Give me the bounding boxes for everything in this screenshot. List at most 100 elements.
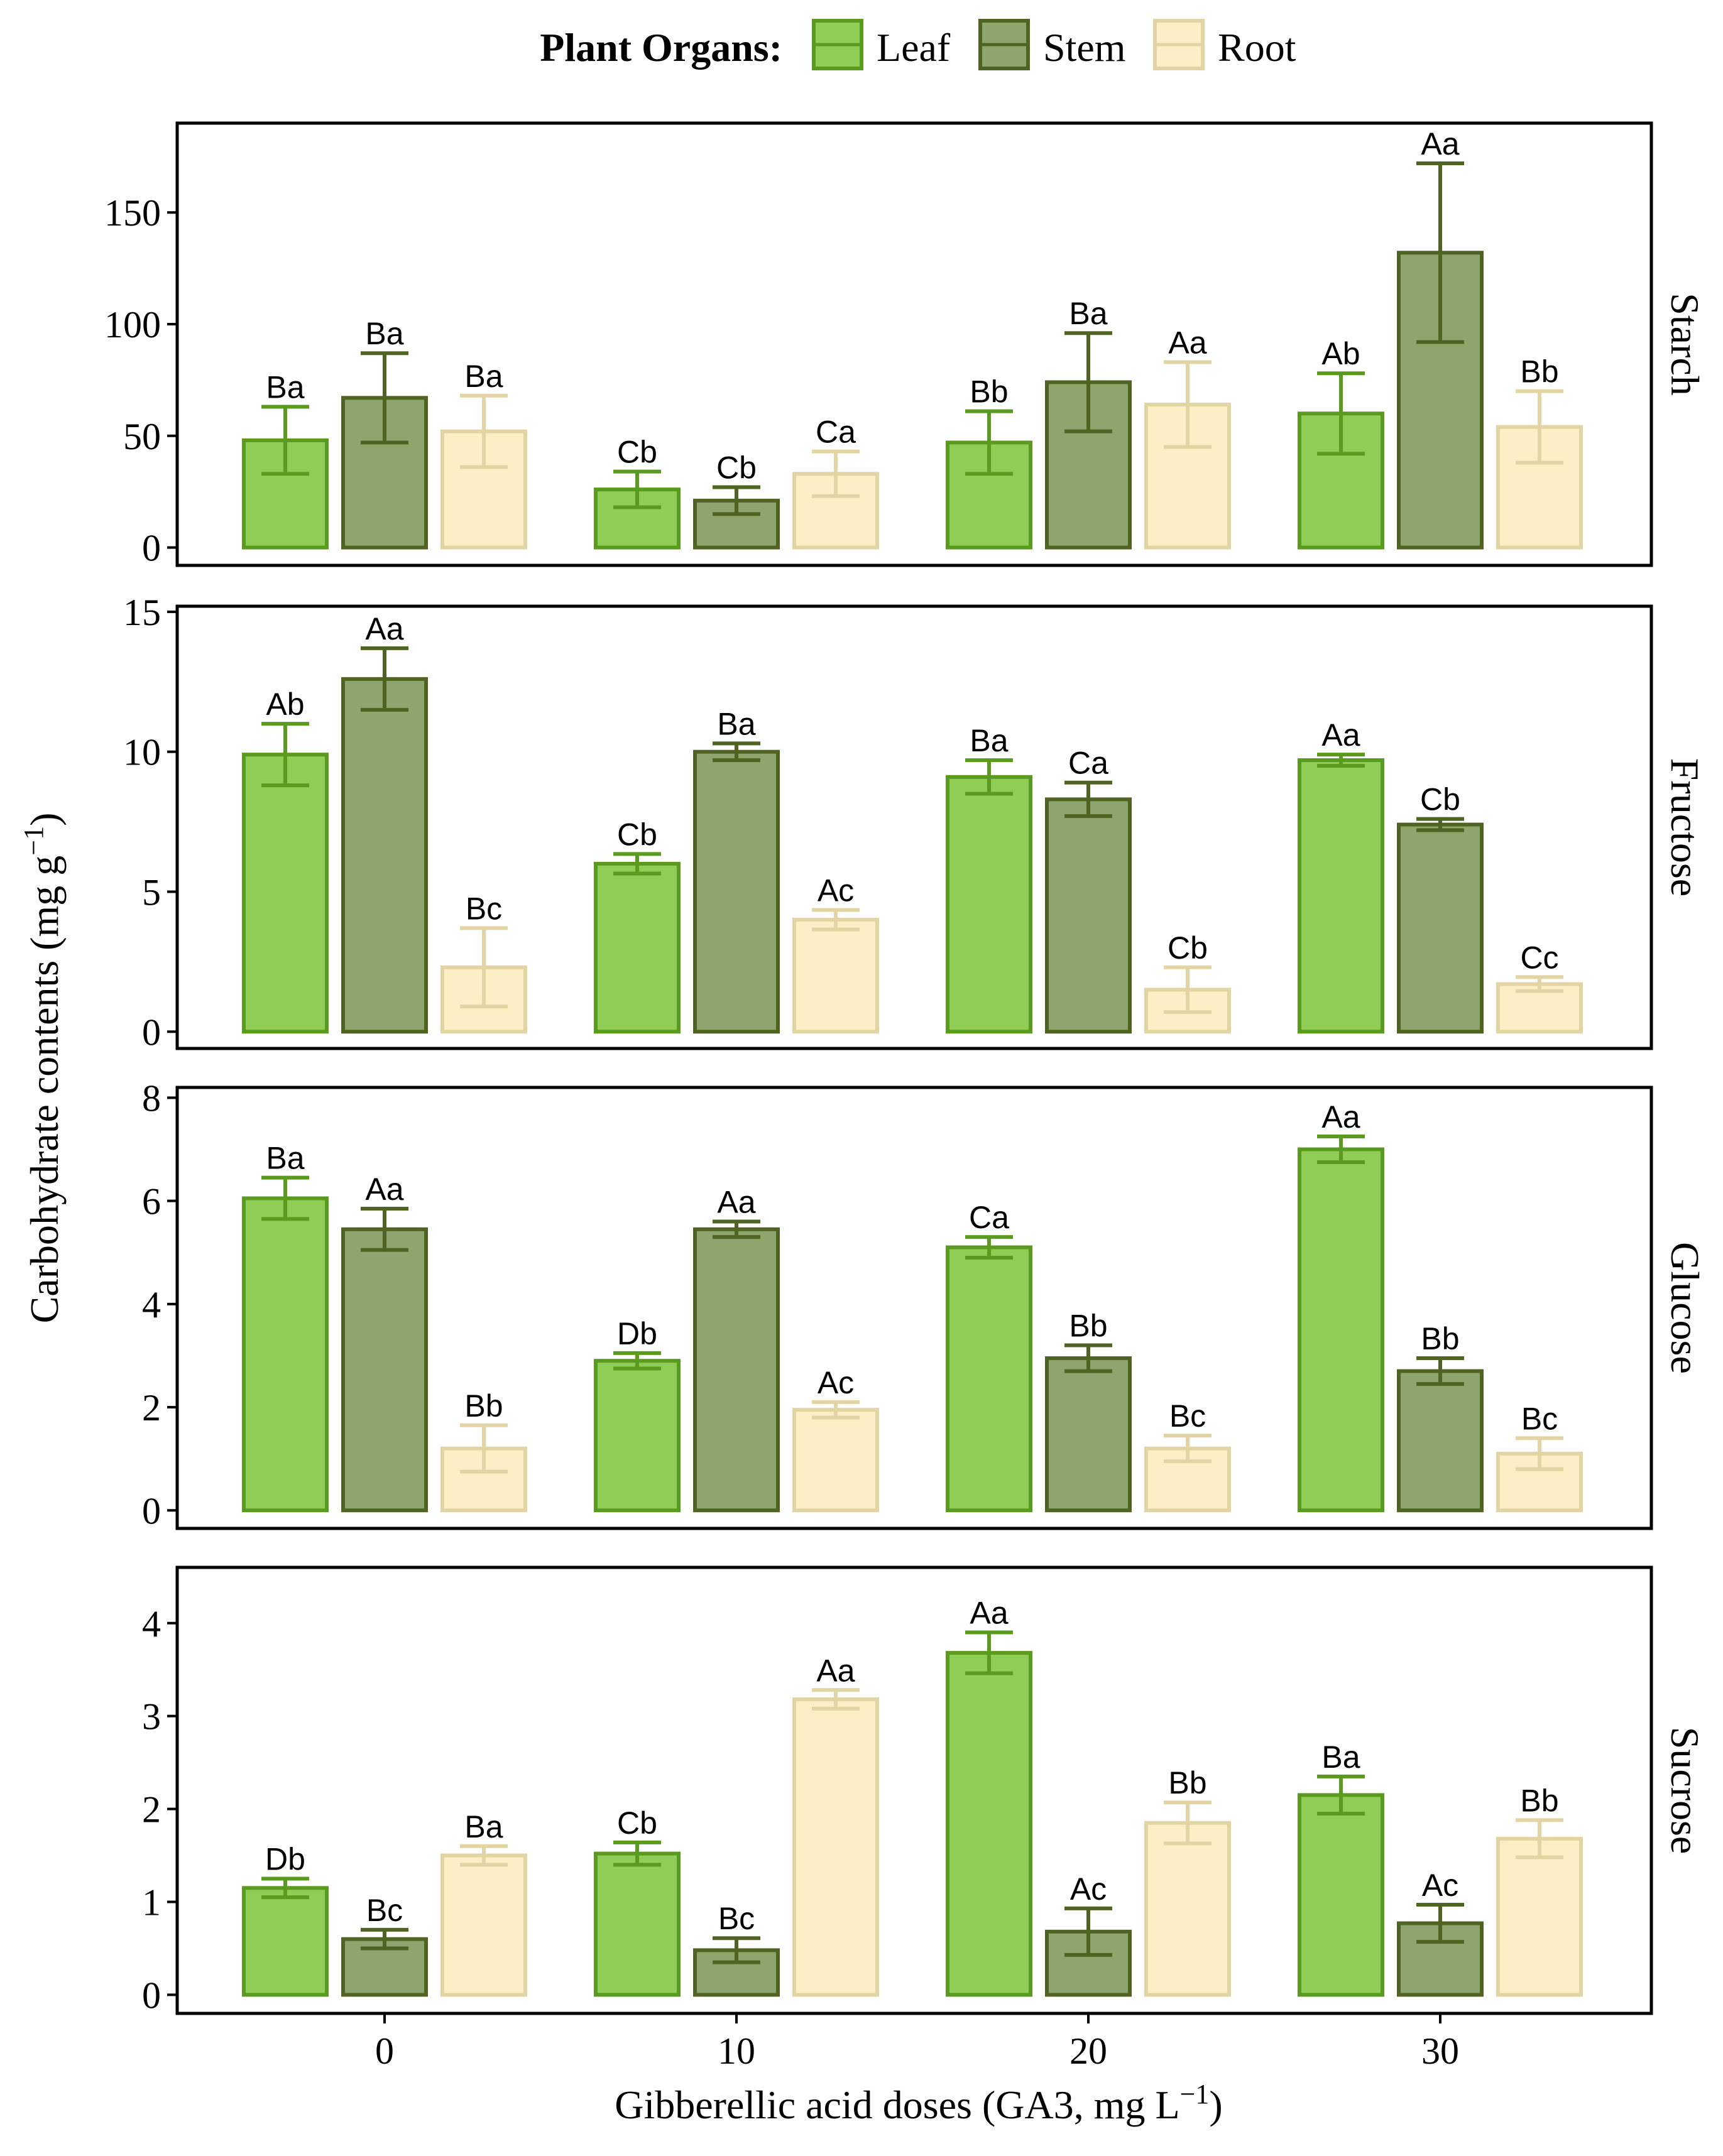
strip-label-fructose: Fructose xyxy=(1663,758,1707,896)
panel-sucrose: 0 1 2 3 4 Db Cb Aa Ba Bc Bc Ac Ac Ba Aa Bb Bb Sucrose xyxy=(142,1565,1707,2016)
sig-label-glucose-leaf-20: Ca xyxy=(969,1200,1009,1235)
sig-label-glucose-stem-30: Bb xyxy=(1421,1321,1459,1356)
y-tick-label-sucrose-2: 2 xyxy=(142,1789,161,1831)
sig-label-glucose-leaf-10: Db xyxy=(617,1316,657,1351)
x-tick-label-0: 0 xyxy=(375,2030,394,2072)
bar-glucose-root-10 xyxy=(792,1408,879,1513)
sig-label-starch-leaf-30: Ab xyxy=(1321,336,1360,371)
sig-label-starch-root-20: Aa xyxy=(1168,325,1206,360)
y-tick-label-fructose-5: 5 xyxy=(142,871,161,913)
bar-sucrose-leaf-30 xyxy=(1298,1793,1384,1997)
sig-label-starch-stem-30: Aa xyxy=(1421,126,1459,161)
bar-glucose-leaf-30 xyxy=(1298,1147,1384,1513)
sig-label-fructose-root-30: Cc xyxy=(1520,940,1558,975)
x-axis-title-sup: −1 xyxy=(1180,2079,1210,2110)
bar-fructose-leaf-30 xyxy=(1298,758,1384,1034)
panel-glucose: 0 2 4 6 8 Ba Db Ca Aa Aa Aa Bb Bb Bb Ac Bc Bc Glucose xyxy=(142,1077,1707,1532)
bar-sucrose-leaf-10 xyxy=(594,1851,681,1997)
strip-label-sucrose: Sucrose xyxy=(1663,1727,1707,1854)
bar-fructose-leaf-10 xyxy=(594,861,681,1034)
sig-label-starch-root-0: Ba xyxy=(464,359,503,394)
legend-label-leaf: Leaf xyxy=(877,25,951,70)
strip-label-starch: Starch xyxy=(1663,293,1707,396)
y-tick-label-sucrose-1: 1 xyxy=(142,1882,161,1924)
sig-label-fructose-stem-20: Ca xyxy=(1068,746,1108,781)
sig-label-glucose-root-10: Ac xyxy=(818,1365,854,1400)
x-axis-title: Gibberellic acid doses (GA3, mg L−1) xyxy=(615,2079,1222,2128)
bar-glucose-leaf-10 xyxy=(594,1359,681,1513)
sig-label-sucrose-stem-30: Ac xyxy=(1422,1868,1458,1903)
sig-label-sucrose-root-0: Ba xyxy=(464,1809,503,1844)
panel-starch: 0 50 100 150 Ba Cb Bb Ab Ba Cb Ba Aa Ba Ca Aa Bb Starch xyxy=(104,121,1707,569)
sig-label-sucrose-root-20: Bb xyxy=(1168,1765,1206,1800)
y-tick-label-fructose-15: 15 xyxy=(123,592,161,633)
sig-label-glucose-root-20: Bc xyxy=(1169,1398,1206,1434)
legend-title: Plant Organs: xyxy=(540,25,782,70)
sig-label-starch-stem-10: Cb xyxy=(716,450,757,486)
x-axis-title-end: ) xyxy=(1209,2082,1222,2127)
y-axis-title-end: ) xyxy=(22,813,67,826)
bar-fructose-root-10 xyxy=(792,918,879,1034)
sig-label-fructose-leaf-30: Aa xyxy=(1321,717,1360,753)
strip-label-glucose: Glucose xyxy=(1663,1242,1707,1374)
y-tick-label-starch-0: 0 xyxy=(142,528,161,569)
bar-sucrose-root-10 xyxy=(792,1697,879,1997)
y-tick-label-glucose-8: 8 xyxy=(142,1077,161,1119)
sig-label-starch-stem-20: Ba xyxy=(1069,296,1107,331)
sig-label-starch-leaf-20: Bb xyxy=(970,374,1008,410)
panel-frame-starch xyxy=(175,121,1653,567)
bar-sucrose-leaf-0 xyxy=(242,1886,329,1997)
bar-sucrose-root-30 xyxy=(1496,1836,1583,1997)
sig-label-sucrose-leaf-20: Aa xyxy=(970,1596,1008,1631)
sig-label-sucrose-root-10: Aa xyxy=(816,1653,855,1688)
sig-label-starch-leaf-0: Ba xyxy=(266,370,304,405)
y-tick-label-glucose-2: 2 xyxy=(142,1387,161,1429)
x-tick-label-10: 10 xyxy=(718,2030,755,2072)
sig-label-fructose-root-20: Cb xyxy=(1168,930,1208,966)
legend: Plant Organs: Leaf Stem Root xyxy=(540,19,1296,70)
sig-label-glucose-root-0: Bb xyxy=(464,1388,503,1424)
panel-frame-sucrose xyxy=(175,1565,1653,2015)
sig-label-glucose-leaf-30: Aa xyxy=(1321,1099,1360,1135)
y-tick-label-glucose-0: 0 xyxy=(142,1490,161,1532)
sig-label-starch-stem-0: Ba xyxy=(365,316,403,351)
x-axis-title-text: Gibberellic acid doses (GA3, mg L xyxy=(615,2082,1179,2127)
y-tick-label-glucose-4: 4 xyxy=(142,1284,161,1326)
y-tick-label-glucose-6: 6 xyxy=(142,1181,161,1222)
y-axis-title: Carbohydrate contents (mg g−1) xyxy=(18,813,67,1324)
sig-label-glucose-stem-0: Aa xyxy=(365,1172,403,1207)
sig-label-sucrose-leaf-0: Db xyxy=(265,1842,305,1877)
sig-label-starch-leaf-10: Cb xyxy=(617,435,657,470)
y-tick-label-sucrose-4: 4 xyxy=(142,1603,161,1645)
y-axis-title-text: Carbohydrate contents (mg g xyxy=(22,856,67,1324)
sig-label-glucose-stem-10: Aa xyxy=(717,1184,755,1219)
y-tick-label-starch-150: 150 xyxy=(104,192,161,234)
y-axis-title-sup: −1 xyxy=(18,826,49,856)
legend-label-stem: Stem xyxy=(1043,25,1126,70)
bar-fructose-leaf-20 xyxy=(946,775,1032,1034)
sig-label-glucose-stem-20: Bb xyxy=(1069,1309,1107,1344)
bar-fructose-stem-10 xyxy=(693,749,780,1034)
bar-glucose-stem-20 xyxy=(1045,1356,1132,1513)
bar-fructose-stem-20 xyxy=(1045,797,1132,1034)
y-tick-label-fructose-0: 0 xyxy=(142,1011,161,1053)
sig-label-fructose-leaf-0: Ab xyxy=(266,687,304,722)
bar-glucose-leaf-0 xyxy=(242,1196,329,1513)
sig-label-fructose-stem-0: Aa xyxy=(365,611,403,646)
sig-label-sucrose-stem-0: Bc xyxy=(366,1893,403,1928)
y-tick-label-starch-50: 50 xyxy=(123,416,161,457)
bar-fructose-stem-30 xyxy=(1397,822,1484,1034)
sig-label-sucrose-root-30: Bb xyxy=(1520,1783,1558,1818)
y-tick-label-sucrose-3: 3 xyxy=(142,1696,161,1738)
sig-label-fructose-leaf-20: Ba xyxy=(970,723,1008,758)
x-tick-label-20: 20 xyxy=(1069,2030,1107,2072)
sig-label-sucrose-leaf-10: Cb xyxy=(617,1805,657,1841)
y-tick-label-starch-100: 100 xyxy=(104,304,161,346)
bar-sucrose-root-0 xyxy=(440,1853,527,1997)
x-axis: 0 10 20 30 xyxy=(375,2013,1459,2072)
bar-sucrose-root-20 xyxy=(1144,1821,1231,1997)
sig-label-sucrose-stem-10: Bc xyxy=(718,1901,755,1936)
bar-glucose-stem-30 xyxy=(1397,1369,1484,1513)
